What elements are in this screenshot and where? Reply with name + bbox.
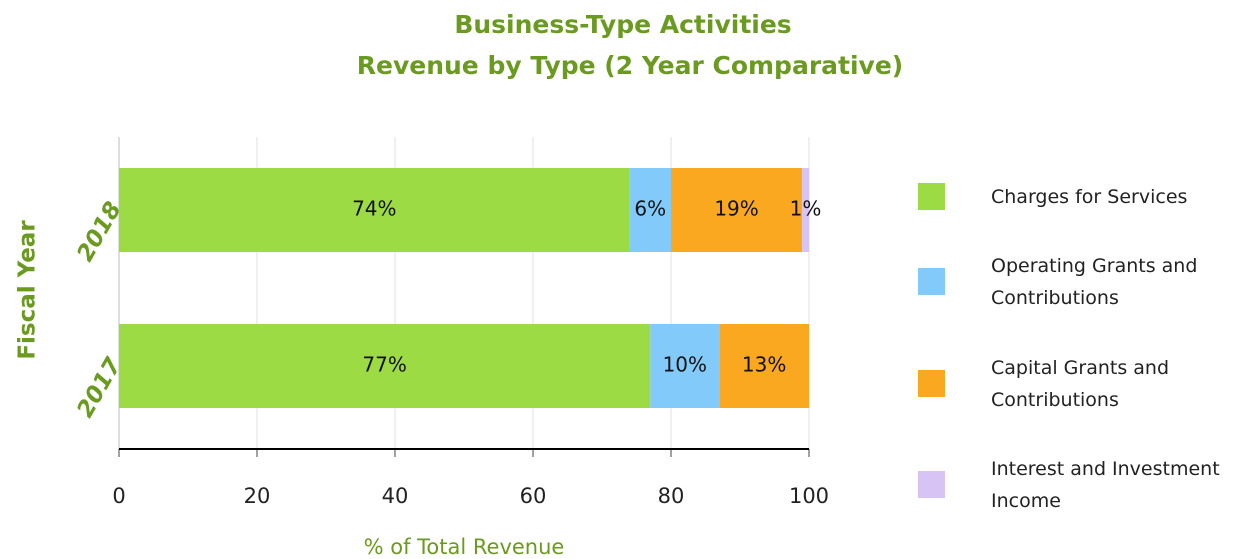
bar-segment — [119, 168, 630, 252]
x-tick-label: 40 — [382, 484, 409, 508]
bar-segment — [671, 168, 803, 252]
data-label: 74% — [352, 197, 396, 221]
bar-segment — [629, 168, 671, 252]
x-axis-label: % of Total Revenue — [364, 535, 565, 559]
data-label: 1% — [790, 197, 822, 221]
bar-segment — [802, 168, 809, 252]
x-tick-label: 20 — [244, 484, 271, 508]
bar-segment — [650, 324, 720, 408]
x-tick-label: 100 — [789, 484, 829, 508]
legend-swatch — [918, 183, 945, 210]
legend-label: Charges for Services — [991, 186, 1188, 208]
legend-swatch — [918, 370, 945, 397]
x-tick-label: 80 — [658, 484, 685, 508]
data-label: 13% — [742, 353, 786, 377]
chart-title: Revenue by Type (2 Year Comparative) — [357, 51, 903, 80]
legend-swatch — [918, 471, 945, 498]
data-label: 77% — [362, 353, 406, 377]
legend-swatch — [918, 268, 945, 295]
legend-label: Capital Grants and Contributions — [991, 357, 1170, 411]
x-tick-label: 60 — [520, 484, 547, 508]
x-tick-label: 0 — [112, 484, 125, 508]
chart-title: Business-Type Activities — [454, 10, 791, 39]
bar-segment — [119, 324, 651, 408]
legend-label: Interest and Investment Income — [991, 458, 1220, 512]
data-label: 6% — [634, 197, 666, 221]
legend-label: Operating Grants and Contributions — [991, 255, 1198, 309]
bar-segment — [719, 324, 809, 408]
data-label: 19% — [714, 197, 758, 221]
data-label: 10% — [663, 353, 707, 377]
y-axis-label: Fiscal Year — [15, 220, 41, 360]
